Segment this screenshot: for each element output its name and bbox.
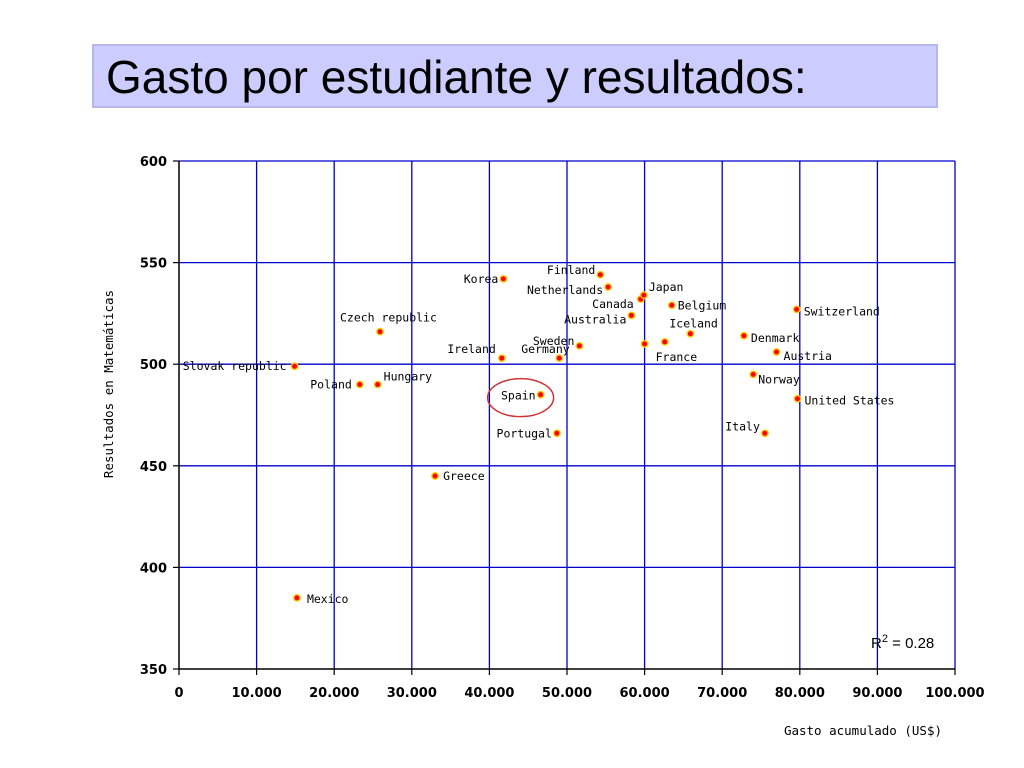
data-point	[749, 370, 758, 379]
data-point	[536, 390, 545, 399]
y-tick-label: 600	[140, 155, 167, 170]
highlight-circle	[486, 377, 555, 418]
data-point	[373, 380, 382, 389]
point-label: Hungary	[384, 370, 433, 384]
point-labels: Mexico Slovak republic Poland Hungary Czech …	[183, 263, 895, 606]
point-label: Ireland	[447, 342, 495, 356]
point-label: Czech republic	[340, 311, 437, 325]
data-point	[555, 354, 564, 363]
x-tick-label: 60.000	[620, 686, 670, 701]
grid	[179, 160, 956, 669]
point-label: Australia	[564, 312, 626, 326]
data-point	[293, 593, 301, 602]
point-label: Greece	[443, 469, 485, 483]
point-label: Mexico	[307, 592, 349, 606]
data-point	[431, 472, 439, 480]
x-tick-label: 20.000	[309, 686, 359, 701]
data-point	[355, 380, 364, 389]
point-label: Spain	[501, 389, 536, 403]
point-label: Switzerland	[804, 304, 880, 318]
data-point	[793, 394, 802, 403]
x-tick-label: 70.000	[697, 686, 747, 701]
point-label: Korea	[464, 272, 499, 286]
x-tick-label: 10.000	[232, 686, 282, 701]
point-label: United States	[804, 394, 894, 408]
x-axis-label: Gasto acumulado (US$)	[784, 723, 942, 738]
data-point	[667, 301, 676, 310]
data-point	[760, 429, 769, 438]
x-tick-label: 50.000	[542, 686, 592, 701]
data-point	[792, 305, 801, 314]
x-tick-label: 0	[174, 686, 183, 701]
point-label: Portugal	[497, 426, 552, 440]
point-label: Iceland	[669, 317, 717, 331]
data-point	[640, 339, 649, 348]
x-tick-label: 100.000	[925, 686, 984, 701]
point-label: Canada	[592, 297, 634, 311]
x-tick-label: 90.000	[852, 686, 902, 701]
data-point	[290, 362, 299, 371]
point-label: Slovak republic	[183, 359, 287, 373]
data-point	[497, 354, 506, 363]
data-point	[627, 311, 636, 320]
y-tick-label: 350	[140, 663, 167, 678]
x-tick-label: 80.000	[775, 686, 825, 701]
point-label: Netherlands	[527, 283, 603, 297]
point-label: Norway	[758, 372, 800, 386]
point-label: Japan	[649, 280, 684, 294]
axes	[173, 160, 956, 675]
data-point	[686, 329, 695, 338]
data-point	[660, 337, 669, 346]
point-label: France	[656, 350, 698, 364]
point-label: Italy	[725, 419, 760, 433]
point-label: Finland	[547, 263, 595, 277]
y-tick-label: 400	[140, 561, 167, 576]
data-point	[499, 274, 508, 283]
y-tick-label: 450	[140, 460, 167, 475]
slide-title: Gasto por estudiante y resultados:	[106, 51, 807, 103]
point-label: Belgium	[678, 298, 727, 312]
y-axis-label: Resultados en Matemáticas	[101, 290, 116, 478]
x-tick-label: 30.000	[387, 686, 437, 701]
point-label: Sweden	[533, 334, 575, 348]
data-points	[290, 270, 802, 602]
data-point	[575, 342, 584, 350]
title-box: Gasto por estudiante y resultados:	[92, 44, 938, 108]
r-squared-annotation: R2 = 0.28	[871, 633, 934, 652]
data-point	[639, 291, 648, 300]
y-tick-label: 500	[140, 358, 167, 373]
data-point	[740, 331, 748, 340]
point-label: Germany	[521, 342, 570, 356]
point-label: Austria	[784, 349, 832, 363]
point-label: Denmark	[751, 331, 800, 345]
data-point	[604, 283, 613, 291]
point-label: Poland	[310, 378, 352, 392]
tick-labels: 0 10.000 20.000 30.000 40.000 50.000 60.000 70.…	[140, 155, 985, 701]
y-tick-label: 550	[140, 257, 167, 272]
x-tick-label: 40.000	[464, 686, 514, 701]
data-point	[772, 348, 781, 356]
data-point	[596, 270, 605, 279]
data-point	[376, 327, 384, 336]
data-point	[553, 429, 561, 438]
